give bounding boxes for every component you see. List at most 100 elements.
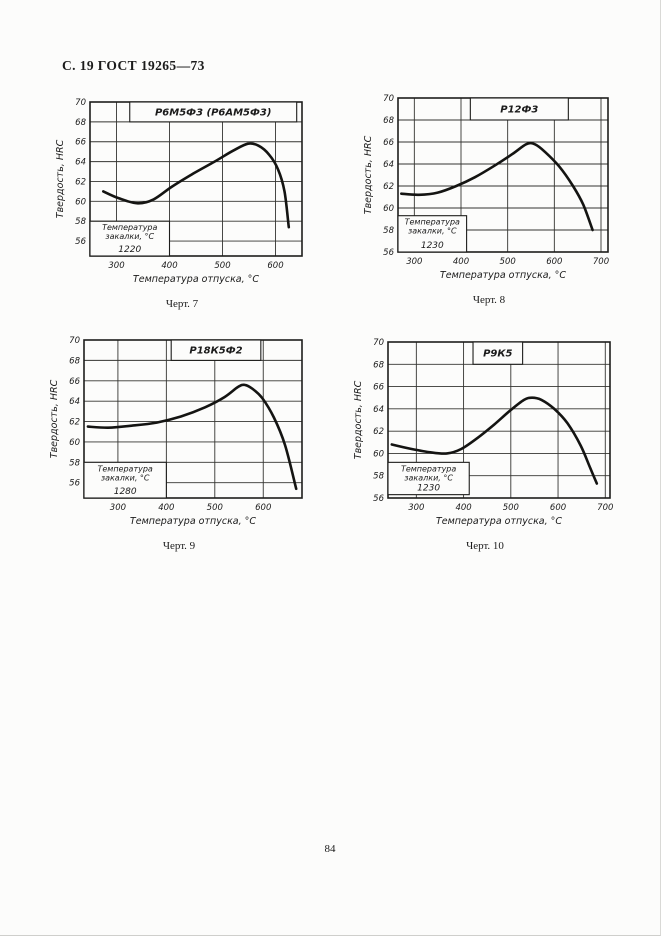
y-tick-label: 70 xyxy=(75,98,86,108)
y-tick-label: 66 xyxy=(75,138,86,148)
quench-note-line1: Температура xyxy=(405,218,460,227)
figure-caption: Черт. 8 xyxy=(472,294,506,306)
y-axis-label: Твердость, HRC xyxy=(363,135,374,214)
quench-note-box xyxy=(387,461,470,496)
quench-note-line1: Температура xyxy=(102,223,157,232)
hardness-curve xyxy=(102,142,291,229)
y-axis-label: Твердость, HRC xyxy=(55,139,66,218)
title-box xyxy=(472,341,524,365)
figure-caption: Черт. 9 xyxy=(162,540,196,552)
chart-title: Р6М5Ф3 (Р6АМ5Ф3) xyxy=(155,107,272,118)
x-tick-label: 300 xyxy=(108,261,124,271)
x-tick-label: 600 xyxy=(267,261,283,271)
hardness-curve xyxy=(400,141,594,232)
x-axis-label: Температура отпуска, °С xyxy=(436,516,563,527)
figure-chert-7: 300 400 500 600 56 58 60 62 64 66 68 70 Температура з… xyxy=(54,96,310,310)
quench-temperature-value: 1230 xyxy=(421,241,444,251)
y-tick-label: 62 xyxy=(75,177,86,187)
title-box xyxy=(129,101,298,123)
quench-note-box xyxy=(83,461,167,499)
x-axis-label: Температура отпуска, °С xyxy=(130,516,257,527)
y-tick-label: 58 xyxy=(373,472,384,482)
x-tick-label: 300 xyxy=(406,257,422,267)
quench-note-line2: закалки, °С xyxy=(105,232,154,241)
x-axis-label: Температура отпуска, °С xyxy=(440,270,567,281)
y-tick-label: 68 xyxy=(373,360,384,370)
hardness-chart-r6m5f3: 300 400 500 600 56 58 60 62 64 66 68 70 Температураз… xyxy=(55,98,303,285)
y-tick-label: 66 xyxy=(383,138,394,148)
x-tick-label: 700 xyxy=(593,257,609,267)
y-tick-label: 62 xyxy=(69,418,80,428)
x-tick-label: 700 xyxy=(597,503,613,513)
y-tick-label: 60 xyxy=(373,449,384,459)
x-tick-label: 300 xyxy=(110,503,126,513)
figure-caption: Черт. 7 xyxy=(165,298,199,310)
y-tick-label: 68 xyxy=(75,118,86,128)
quench-note-line2: закалки, °С xyxy=(408,227,457,236)
x-tick-label: 600 xyxy=(546,257,562,267)
quench-temperature-value: 1220 xyxy=(118,245,141,255)
x-tick-label: 300 xyxy=(408,503,424,513)
title-box xyxy=(469,97,569,121)
hardness-chart-r12f3: 300 400 500 600 700 56 58 60 62 64 66 68 70 Температу… xyxy=(363,94,609,281)
page-number: 84 xyxy=(324,843,336,855)
x-tick-label: 500 xyxy=(207,503,223,513)
x-axis-label: Температура отпуска, °С xyxy=(133,274,260,285)
y-tick-label: 62 xyxy=(373,427,384,437)
y-tick-label: 56 xyxy=(373,494,384,504)
y-tick-label: 58 xyxy=(383,226,394,236)
y-axis-label: Твердость, HRC xyxy=(49,379,60,458)
y-tick-label: 68 xyxy=(383,116,394,126)
quench-note-line2: закалки, °С xyxy=(404,473,453,482)
y-tick-label: 58 xyxy=(69,458,80,468)
y-tick-label: 70 xyxy=(373,338,384,348)
y-tick-label: 64 xyxy=(69,397,80,407)
x-tick-label: 500 xyxy=(214,261,230,271)
quench-note-box xyxy=(89,220,171,257)
document-header: С. 19 ГОСТ 19265—73 xyxy=(62,58,205,73)
y-tick-label: 62 xyxy=(383,182,394,192)
y-tick-label: 68 xyxy=(69,356,80,366)
hardness-chart-r9k5: 300 400 500 600 700 56 58 60 62 64 66 68 70 Температу… xyxy=(353,338,613,527)
x-tick-label: 600 xyxy=(550,503,566,513)
quench-note-line2: закалки, °С xyxy=(101,473,150,482)
hardness-curve xyxy=(86,383,298,491)
y-tick-label: 58 xyxy=(75,217,86,227)
quench-temperature-value: 1280 xyxy=(114,487,137,497)
chart-title: Р18К5Ф2 xyxy=(189,346,242,357)
y-axis-label: Твердость, HRC xyxy=(353,380,364,459)
y-tick-label: 60 xyxy=(383,204,394,214)
y-tick-label: 56 xyxy=(69,479,80,489)
quench-note-box xyxy=(397,215,468,253)
quench-note-line1: Температура xyxy=(401,464,456,473)
title-box xyxy=(170,339,262,361)
y-tick-label: 64 xyxy=(383,160,394,170)
x-tick-label: 600 xyxy=(255,503,271,513)
x-tick-label: 500 xyxy=(503,503,519,513)
y-tick-label: 64 xyxy=(373,405,384,415)
y-tick-label: 64 xyxy=(75,158,86,168)
quench-temperature-value: 1230 xyxy=(417,484,440,494)
figure-caption: Черт. 10 xyxy=(466,540,504,552)
hardness-chart-r18k5f2: 300 400 500 600 56 58 60 62 64 66 68 70 Температураз… xyxy=(49,336,303,527)
hardness-curve xyxy=(390,396,599,485)
quench-note-line1: Температура xyxy=(97,464,152,473)
chart-title: Р12Ф3 xyxy=(500,105,538,116)
y-tick-label: 66 xyxy=(373,383,384,393)
x-tick-label: 500 xyxy=(500,257,516,267)
y-tick-label: 60 xyxy=(75,197,86,207)
y-tick-label: 60 xyxy=(69,438,80,448)
x-tick-label: 400 xyxy=(455,503,471,513)
chart-title: Р9К5 xyxy=(483,349,512,360)
y-tick-label: 56 xyxy=(383,248,394,258)
figure-chert-10: 300 400 500 600 700 56 58 60 62 64 66 68 70 Температу… xyxy=(352,336,618,552)
y-tick-label: 70 xyxy=(383,94,394,104)
y-tick-label: 56 xyxy=(75,237,86,247)
figure-chert-9: 300 400 500 600 56 58 60 62 64 66 68 70 Температура з… xyxy=(48,334,310,552)
x-tick-label: 400 xyxy=(161,261,177,271)
x-tick-label: 400 xyxy=(158,503,174,513)
x-tick-label: 400 xyxy=(453,257,469,267)
y-tick-label: 70 xyxy=(69,336,80,346)
y-tick-label: 66 xyxy=(69,377,80,387)
